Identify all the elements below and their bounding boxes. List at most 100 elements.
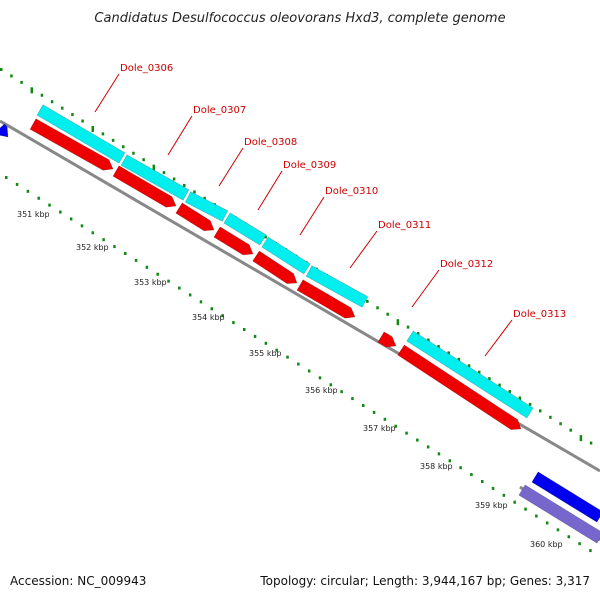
gc-dot <box>427 338 430 342</box>
gene-label-dole-0307[interactable]: Dole_0307 <box>193 105 246 116</box>
gc-dot <box>307 369 311 373</box>
gc-dot <box>243 328 246 331</box>
gc-dot <box>124 252 127 255</box>
gc-dot <box>559 422 562 426</box>
gc-dot <box>528 402 532 406</box>
cds-red <box>175 202 215 232</box>
gc-dot <box>406 325 410 329</box>
gc-dot <box>275 348 278 352</box>
gc-dot <box>203 196 206 200</box>
gc-dot <box>145 265 149 269</box>
gene-track <box>0 104 600 544</box>
gene-label-dole-0309[interactable]: Dole_0309 <box>283 160 336 171</box>
kbp-label-351: 351 kbp <box>17 210 50 219</box>
gc-dot <box>376 306 379 310</box>
gc-content-inner-track <box>5 176 592 553</box>
cds-cyan <box>406 330 534 419</box>
gc-dot <box>91 231 95 235</box>
gc-dot <box>549 415 552 419</box>
gc-dot <box>113 245 116 249</box>
gc-dot <box>264 341 268 345</box>
gene-label-dole-0312[interactable]: Dole_0312 <box>440 259 493 270</box>
cds-red <box>112 165 177 208</box>
gc-dot <box>80 224 84 228</box>
gc-dot <box>318 376 322 380</box>
gc-dot <box>183 183 186 187</box>
gene-label-dole-0306[interactable]: Dole_0306 <box>120 63 173 74</box>
gc-dot <box>167 279 170 283</box>
gc-dot <box>264 235 267 239</box>
gc-dot <box>122 145 125 149</box>
cds-cyan <box>223 212 267 246</box>
gc-dot <box>193 190 196 194</box>
gc-dot <box>111 138 115 142</box>
gc-dot <box>20 80 23 84</box>
gc-dot <box>286 355 289 359</box>
gc-dot <box>132 151 135 155</box>
gene-purple-right <box>518 484 600 544</box>
gene-label-dole-0308[interactable]: Dole_0308 <box>244 137 297 148</box>
gc-dot <box>459 466 462 470</box>
gc-dot <box>447 351 450 355</box>
gc-dot <box>69 217 73 221</box>
gc-dot <box>396 319 400 326</box>
gc-dot <box>535 514 538 518</box>
gc-dot <box>567 535 571 539</box>
gc-dot <box>383 417 387 421</box>
gc-dot <box>71 113 74 117</box>
gc-dot <box>61 106 64 110</box>
gc-dot <box>437 344 440 348</box>
gc-dot <box>253 334 257 338</box>
gc-dot <box>467 364 471 368</box>
kbp-label-355: 355 kbp <box>249 349 282 358</box>
gene-blue-left <box>0 123 9 138</box>
cds-red <box>213 226 254 256</box>
gc-dot <box>40 93 44 97</box>
gc-dot <box>0 68 3 71</box>
kbp-label-360: 360 kbp <box>530 540 563 549</box>
gc-dot <box>569 428 572 432</box>
gc-dot <box>5 176 8 179</box>
gc-dot <box>470 473 473 477</box>
gene-label-dole-0310[interactable]: Dole_0310 <box>325 186 378 197</box>
gc-dot <box>481 480 484 483</box>
gc-dot <box>386 312 389 316</box>
gc-dot <box>48 203 51 207</box>
kbp-label-357: 357 kbp <box>363 424 396 433</box>
gc-dot <box>491 486 495 490</box>
label-leader-line <box>349 230 378 269</box>
gc-dot <box>329 383 333 387</box>
gc-dot <box>416 332 420 336</box>
gc-dot <box>232 321 235 325</box>
topology-text: Topology: circular; Length: 3,944,167 bp… <box>260 574 590 588</box>
cds-cyan <box>120 154 190 201</box>
gc-dot <box>172 177 176 181</box>
gc-dot <box>513 500 516 504</box>
gc-dot <box>545 521 549 525</box>
gene-label-leaders <box>94 73 513 357</box>
gc-dot <box>50 100 54 104</box>
gene-label-dole-0311[interactable]: Dole_0311 <box>378 220 431 231</box>
gc-dot <box>488 377 491 381</box>
cds-red <box>252 250 298 284</box>
gc-dot <box>405 431 408 435</box>
gc-dot <box>416 438 419 442</box>
gc-dot <box>589 549 592 553</box>
gc-dot <box>10 74 13 78</box>
cds-red <box>296 279 356 319</box>
gc-dot <box>188 293 192 297</box>
gc-dot <box>426 445 430 449</box>
gc-dot <box>101 132 105 136</box>
kbp-label-353: 353 kbp <box>134 278 167 287</box>
label-leader-line <box>257 170 283 211</box>
gc-dot <box>142 158 145 162</box>
gc-dot <box>81 119 84 123</box>
gc-dot <box>37 196 40 200</box>
gc-dot <box>91 125 95 132</box>
gc-dot <box>210 307 214 311</box>
gene-label-dole-0313[interactable]: Dole_0313 <box>513 309 566 320</box>
label-leader-line <box>484 319 513 357</box>
gc-dot <box>394 424 397 428</box>
gc-dot <box>366 299 369 303</box>
